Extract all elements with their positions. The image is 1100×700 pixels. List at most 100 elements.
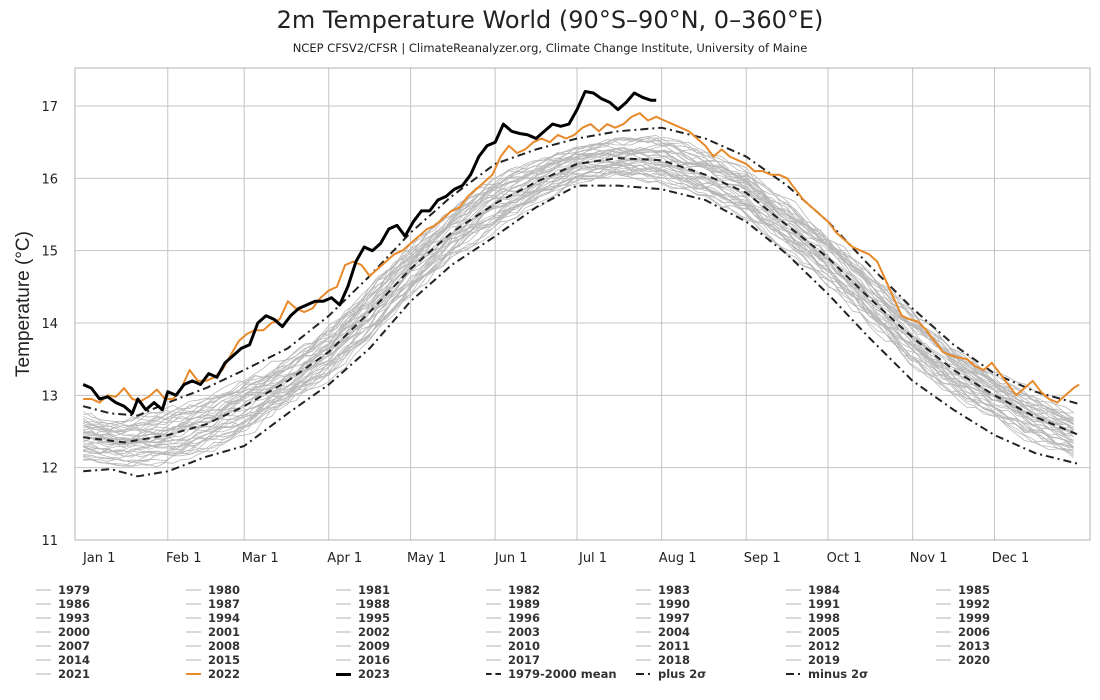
legend-item[interactable]: 2009 xyxy=(336,639,486,653)
legend-item[interactable]: 2016 xyxy=(336,653,486,667)
legend-swatch xyxy=(486,617,501,619)
legend-item[interactable]: 2006 xyxy=(936,625,1086,639)
legend-label: 1989 xyxy=(508,597,541,611)
legend-item[interactable]: 2022 xyxy=(186,667,336,681)
legend-swatch xyxy=(336,589,351,591)
legend-item[interactable]: 2018 xyxy=(636,653,786,667)
x-tick-label: Apr 1 xyxy=(327,551,362,566)
legend-item[interactable]: 1979 xyxy=(36,583,186,597)
legend-item[interactable]: 1998 xyxy=(786,611,936,625)
y-tick-label: 17 xyxy=(41,100,58,115)
legend-item[interactable]: 1980 xyxy=(186,583,336,597)
legend-item[interactable]: 2002 xyxy=(336,625,486,639)
legend-item[interactable]: 1993 xyxy=(36,611,186,625)
x-tick-labels: Jan 1 Feb 1 Mar 1 Apr 1 May 1 Jun 1 Jul 1 Aug 1… xyxy=(82,551,1029,566)
legend-item[interactable]: 2004 xyxy=(636,625,786,639)
legend-swatch xyxy=(786,631,801,633)
legend-item[interactable]: 1992 xyxy=(936,597,1086,611)
legend-item[interactable]: 2007 xyxy=(36,639,186,653)
legend-label: 2000 xyxy=(58,625,91,639)
legend-swatch xyxy=(186,617,201,619)
legend-label: 2002 xyxy=(358,625,391,639)
legend-item[interactable]: plus 2σ xyxy=(636,667,786,681)
legend-swatch xyxy=(486,645,501,647)
legend-item[interactable]: 1986 xyxy=(36,597,186,611)
legend-swatch xyxy=(936,617,951,619)
legend-label: 2013 xyxy=(958,639,991,653)
legend-label: 1990 xyxy=(658,597,691,611)
legend-item[interactable]: 2005 xyxy=(786,625,936,639)
legend-item[interactable]: minus 2σ xyxy=(786,667,936,681)
legend-item[interactable]: 2023 xyxy=(336,667,486,681)
y-tick-label: 13 xyxy=(41,389,58,404)
legend-item[interactable]: 1988 xyxy=(336,597,486,611)
legend-item[interactable]: 2019 xyxy=(786,653,936,667)
series-line-2022 xyxy=(83,112,1080,404)
legend-item[interactable]: 2013 xyxy=(936,639,1086,653)
year-line-2000 xyxy=(83,151,1074,443)
legend-label: 2010 xyxy=(508,639,541,653)
year-line-2015 xyxy=(83,137,1074,432)
legend-item[interactable]: 1981 xyxy=(336,583,486,597)
legend-swatch xyxy=(936,645,951,647)
legend-swatch xyxy=(636,659,651,661)
y-tick-label: 12 xyxy=(41,462,58,477)
legend-item[interactable]: 1985 xyxy=(936,583,1086,597)
legend-label: 1994 xyxy=(208,611,241,625)
legend-item[interactable]: 2010 xyxy=(486,639,636,653)
x-tick-label: Jul 1 xyxy=(578,551,607,566)
legend-label: 1995 xyxy=(358,611,391,625)
legend-swatch xyxy=(486,659,501,661)
legend-swatch xyxy=(186,673,201,675)
legend-label: 2005 xyxy=(808,625,841,639)
series-line-plus-2- xyxy=(82,126,1080,417)
legend-item[interactable]: 1984 xyxy=(786,583,936,597)
legend-item[interactable]: 1999 xyxy=(936,611,1086,625)
legend-label: plus 2σ xyxy=(658,667,707,681)
legend-item[interactable]: 2014 xyxy=(36,653,186,667)
y-tick-label: 14 xyxy=(41,317,58,332)
legend-swatch xyxy=(636,645,651,647)
legend-label: 2014 xyxy=(58,653,91,667)
legend-item[interactable]: 1995 xyxy=(336,611,486,625)
legend-item[interactable]: 1987 xyxy=(186,597,336,611)
legend-label: 1997 xyxy=(658,611,691,625)
legend-label: 2007 xyxy=(58,639,91,653)
legend-item[interactable]: 1991 xyxy=(786,597,936,611)
x-tick-label: Oct 1 xyxy=(827,551,862,566)
legend-item[interactable]: 1996 xyxy=(486,611,636,625)
legend-item[interactable]: 2020 xyxy=(936,653,1086,667)
legend-swatch xyxy=(36,589,51,591)
legend-item[interactable]: 2011 xyxy=(636,639,786,653)
year-line-2021 xyxy=(82,137,1074,423)
legend-item[interactable]: 1997 xyxy=(636,611,786,625)
legend-item[interactable]: 1983 xyxy=(636,583,786,597)
legend-item[interactable]: 2001 xyxy=(186,625,336,639)
year-line-2005 xyxy=(83,148,1074,443)
legend-label: 1980 xyxy=(208,583,241,597)
year-line-1987 xyxy=(83,165,1074,462)
legend-swatch xyxy=(636,603,651,605)
legend-item[interactable]: 2015 xyxy=(186,653,336,667)
legend-item[interactable]: 1990 xyxy=(636,597,786,611)
legend-item[interactable]: 1994 xyxy=(186,611,336,625)
legend-label: 1979-2000 mean xyxy=(508,667,617,681)
legend-item[interactable]: 2012 xyxy=(786,639,936,653)
series-line-2023 xyxy=(82,90,657,415)
legend-swatch xyxy=(186,589,201,591)
year-line-2006 xyxy=(83,152,1074,441)
legend-swatch xyxy=(936,659,951,661)
legend-item[interactable]: 1982 xyxy=(486,583,636,597)
legend-item[interactable]: 2021 xyxy=(36,667,186,681)
legend-label: 1979 xyxy=(58,583,91,597)
legend-item[interactable]: 2017 xyxy=(486,653,636,667)
legend-label: 2009 xyxy=(358,639,391,653)
legend-swatch xyxy=(336,659,351,661)
legend-label: 2008 xyxy=(208,639,241,653)
legend-item[interactable]: 2000 xyxy=(36,625,186,639)
legend-item[interactable]: 1979-2000 mean xyxy=(486,667,636,681)
legend-item[interactable]: 2008 xyxy=(186,639,336,653)
legend-item[interactable]: 1989 xyxy=(486,597,636,611)
legend-item[interactable]: 2003 xyxy=(486,625,636,639)
y-tick-labels: 11 12 13 14 15 16 17 xyxy=(41,100,58,549)
